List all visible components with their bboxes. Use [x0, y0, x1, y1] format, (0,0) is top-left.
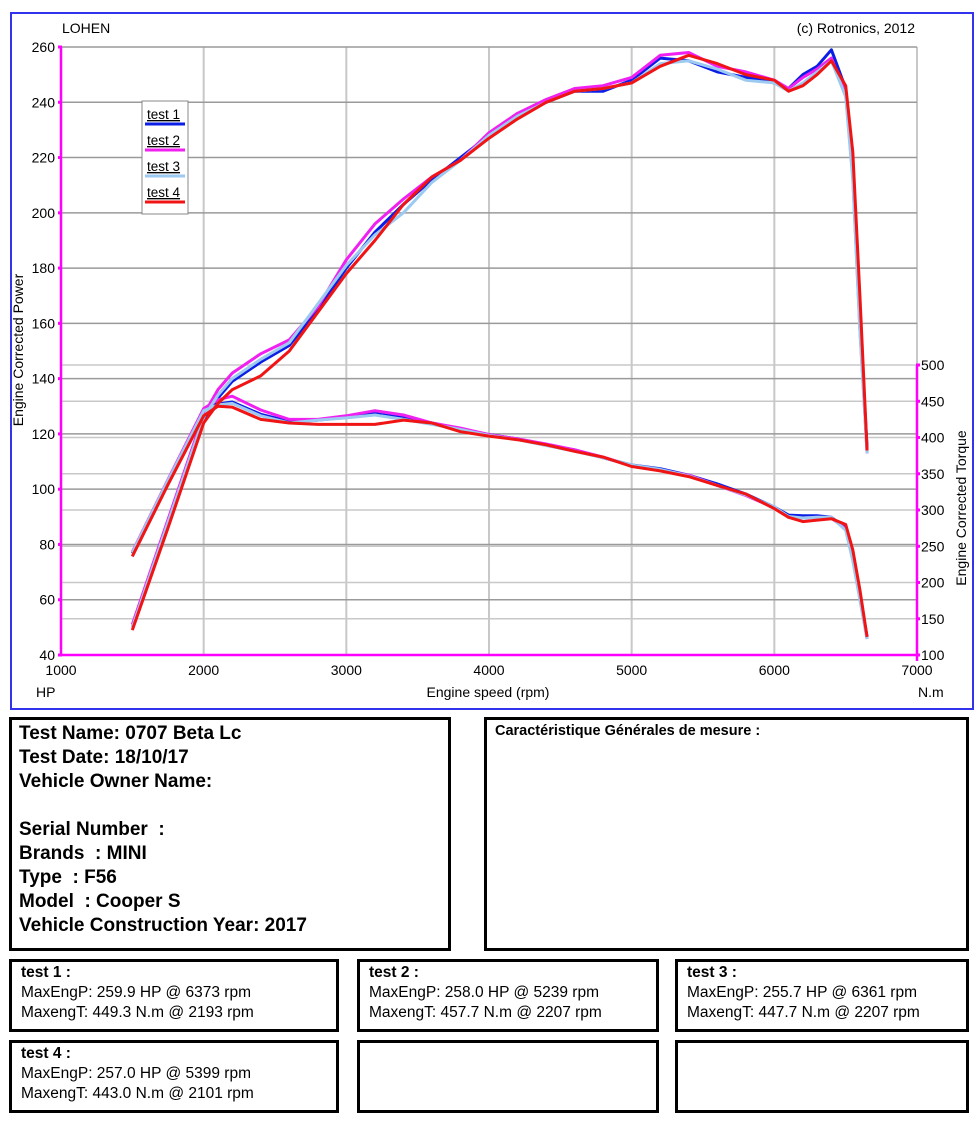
y-tick-label-right: 350	[921, 466, 945, 482]
result-test-2: test 2 : MaxEngP: 258.0 HP @ 5239 rpm Ma…	[357, 959, 659, 1032]
y-tick-label-right: 450	[921, 393, 945, 409]
empty-result-box	[675, 1040, 969, 1113]
max-power: MaxEngP: 258.0 HP @ 5239 rpm	[369, 984, 599, 1001]
result-title: test 2 :	[369, 964, 419, 981]
y-axis-label-left: Engine Corrected Power	[10, 273, 26, 426]
power-curve-test-1	[130, 48, 869, 628]
max-torque: MaxengT: 447.7 N.m @ 2207 rpm	[687, 1004, 920, 1021]
chart-title-right: (c) Rotronics, 2012	[797, 20, 915, 36]
power-curve-test-2	[130, 51, 869, 626]
max-power: MaxEngP: 259.9 HP @ 6373 rpm	[21, 984, 251, 1001]
result-test-4: test 4 : MaxEngP: 257.0 HP @ 5399 rpm Ma…	[9, 1040, 339, 1113]
legend-label: test 1	[147, 107, 180, 122]
x-tick-label: 1000	[45, 662, 76, 678]
x-tick-label: 6000	[759, 662, 790, 678]
y-tick-label-left: 80	[39, 536, 55, 552]
test-info-panel: Test Name: 0707 Beta Lc Test Date: 18/10…	[9, 717, 451, 951]
type: Type : F56	[19, 867, 117, 888]
empty-result-box	[357, 1040, 659, 1113]
legend-label: test 4	[147, 185, 181, 200]
dyno-chart: 1000 2000 3000 4000 5000 6000 7000 40 60 80 100 120…	[10, 12, 974, 710]
max-torque: MaxengT: 457.7 N.m @ 2207 rpm	[369, 1004, 602, 1021]
max-torque: MaxengT: 443.0 N.m @ 2101 rpm	[21, 1085, 254, 1102]
brand: Brands : MINI	[19, 843, 147, 864]
y-axis-label-right: Engine Corrected Torque	[953, 430, 969, 586]
general-characteristics-panel: Caractéristique Générales de mesure :	[484, 717, 969, 951]
blank-line	[19, 794, 441, 818]
y-tick-label-right: 200	[921, 575, 945, 591]
power-curve-test-3	[130, 59, 869, 628]
model: Model : Cooper S	[19, 891, 181, 912]
y-tick-label-right: 500	[921, 357, 945, 373]
max-power: MaxEngP: 257.0 HP @ 5399 rpm	[21, 1065, 251, 1082]
result-test-1: test 1 : MaxEngP: 259.9 HP @ 6373 rpm Ma…	[9, 959, 339, 1032]
legend: test 1 test 2 test 3 test 4	[141, 100, 189, 215]
x-unit-left: HP	[36, 684, 55, 700]
x-axis-label: Engine speed (rpm)	[427, 684, 550, 700]
y-tick-label-left: 60	[39, 592, 55, 608]
legend-label: test 2	[147, 133, 180, 148]
y-tick-label-right: 400	[921, 430, 945, 446]
result-title: test 4 :	[21, 1045, 71, 1062]
y-tick-label-left: 180	[32, 260, 56, 276]
y-tick-label-left: 200	[32, 205, 56, 221]
x-tick-label: 7000	[901, 662, 932, 678]
y-tick-label-left: 220	[32, 150, 56, 166]
test-date: Test Date: 18/10/17	[19, 747, 189, 768]
y-tick-label-right: 150	[921, 611, 945, 627]
torque-curve-test-4	[130, 404, 869, 638]
x-unit-right: N.m	[918, 684, 944, 700]
y-tick-label-left: 240	[32, 94, 56, 110]
y-tick-label-right: 100	[921, 647, 945, 663]
power-curve-test-4	[130, 53, 869, 631]
result-test-3: test 3 : MaxEngP: 255.7 HP @ 6361 rpm Ma…	[675, 959, 969, 1032]
y-tick-label-left: 120	[32, 426, 56, 442]
max-power: MaxEngP: 255.7 HP @ 6361 rpm	[687, 984, 917, 1001]
vehicle-owner: Vehicle Owner Name:	[19, 771, 213, 792]
test-name: Test Name: 0707 Beta Lc	[19, 723, 242, 744]
chart-frame	[10, 12, 974, 710]
y-tick-label-right: 300	[921, 502, 945, 518]
chart-title-left: LOHEN	[62, 20, 110, 36]
construction-year: Vehicle Construction Year: 2017	[19, 915, 307, 936]
general-title: Caractéristique Générales de mesure :	[495, 723, 761, 739]
legend-label: test 3	[147, 159, 180, 174]
y-tick-label-left: 160	[32, 315, 56, 331]
y-tick-label-left: 260	[32, 39, 56, 55]
legend-box	[141, 100, 189, 215]
y-tick-label-left: 40	[39, 647, 55, 663]
serial-number: Serial Number :	[19, 819, 165, 840]
x-tick-label: 5000	[616, 662, 647, 678]
result-title: test 1 :	[21, 964, 71, 981]
y-tick-label-left: 100	[32, 481, 56, 497]
y-tick-label-right: 250	[921, 538, 945, 554]
y-tick-label-left: 140	[32, 371, 56, 387]
result-title: test 3 :	[687, 964, 737, 981]
x-tick-label: 2000	[188, 662, 219, 678]
torque-curve-test-2	[130, 394, 869, 640]
x-tick-label: 3000	[331, 662, 362, 678]
x-tick-label: 4000	[473, 662, 504, 678]
max-torque: MaxengT: 449.3 N.m @ 2193 rpm	[21, 1004, 254, 1021]
